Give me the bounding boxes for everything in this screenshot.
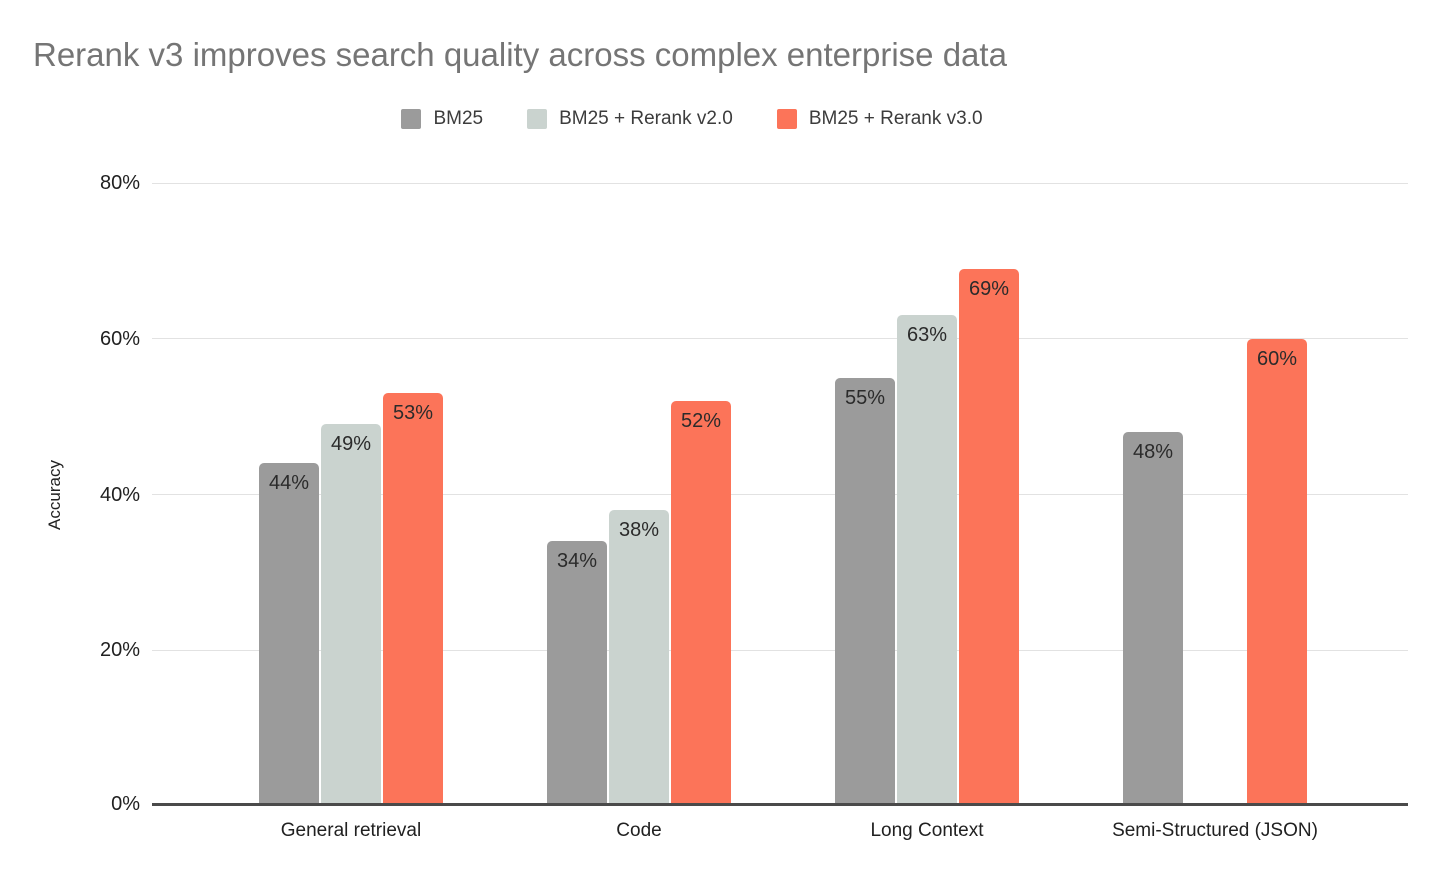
category-label: Code [616, 820, 662, 841]
legend-label: BM25 [433, 108, 484, 129]
y-tick-label: 80% [99, 172, 140, 194]
bar-value-label: 60% [1256, 347, 1298, 370]
bar-value-label: 48% [1132, 441, 1174, 464]
bar-group: 44% 49% 53% [207, 183, 495, 806]
y-tick-label: 40% [99, 483, 140, 506]
bar: 44% [259, 463, 319, 806]
bar: 60% [1247, 338, 1307, 806]
category-label: Long Context [870, 820, 984, 841]
y-tick-label: 0% [111, 792, 140, 815]
category-label: General retrieval [280, 820, 422, 841]
legend-label: BM25 + Rerank v3.0 [808, 108, 983, 129]
legend: BM25 BM25 + Rerank v2.0 BM25 + Rerank v3.0 [0, 108, 1384, 130]
bar: 38% [609, 510, 669, 806]
y-axis-title: Accuracy [45, 459, 64, 530]
gridline [152, 494, 1408, 495]
y-tick-label: 60% [99, 327, 140, 350]
bar-value-label: 53% [392, 402, 434, 425]
bar: 48% [1123, 432, 1183, 806]
bar-value-label: 44% [268, 472, 310, 495]
legend-label: BM25 + Rerank v2.0 [559, 108, 733, 129]
legend-item: BM25 [401, 108, 483, 130]
bars-container: 44% 49% 53% 34% 38% 52% 55% 63% 69% 48% 60% [207, 183, 1359, 806]
legend-swatch-icon [527, 109, 548, 129]
bar: 55% [835, 377, 895, 806]
bar: 34% [547, 541, 607, 806]
bar-value-label: 55% [844, 386, 886, 409]
bar-value-label: 49% [330, 433, 372, 456]
legend-item: BM25 + Rerank v3.0 [776, 108, 983, 130]
bar-group: 48% 60% [1071, 183, 1359, 806]
bar-value-label: 38% [618, 519, 660, 542]
legend-item: BM25 + Rerank v2.0 [527, 108, 733, 130]
category-labels: General retrieval Code Long Context Semi-St… [207, 820, 1359, 842]
bar-value-label: 63% [906, 324, 948, 347]
plot-area: 0% 20% 40% 60% 80% Accuracy 44% 49% 53% 34% 38% 5… [45, 172, 1408, 841]
legend-swatch-icon [401, 109, 422, 129]
bar-value-label: 69% [968, 277, 1010, 300]
x-axis-line [152, 803, 1408, 806]
y-tick-label: 20% [99, 639, 140, 662]
category-label: Semi-Structured (JSON) [1112, 820, 1318, 841]
bar: 53% [383, 393, 443, 806]
legend-swatch-icon [776, 109, 797, 129]
gridline [152, 649, 1408, 651]
bar-group: 34% 38% 52% [495, 183, 783, 806]
gridline [152, 338, 1408, 340]
chart-title: Rerank v3 improves search quality across… [33, 36, 1007, 73]
bar: 49% [321, 424, 381, 806]
gridline [152, 182, 1408, 184]
bar-value-label: 34% [556, 550, 598, 573]
bar-group: 55% 63% 69% [783, 183, 1071, 806]
bar-value-label: 52% [680, 410, 722, 433]
bar: 63% [897, 315, 957, 806]
bar: 52% [671, 401, 731, 806]
bar: 69% [959, 268, 1019, 806]
